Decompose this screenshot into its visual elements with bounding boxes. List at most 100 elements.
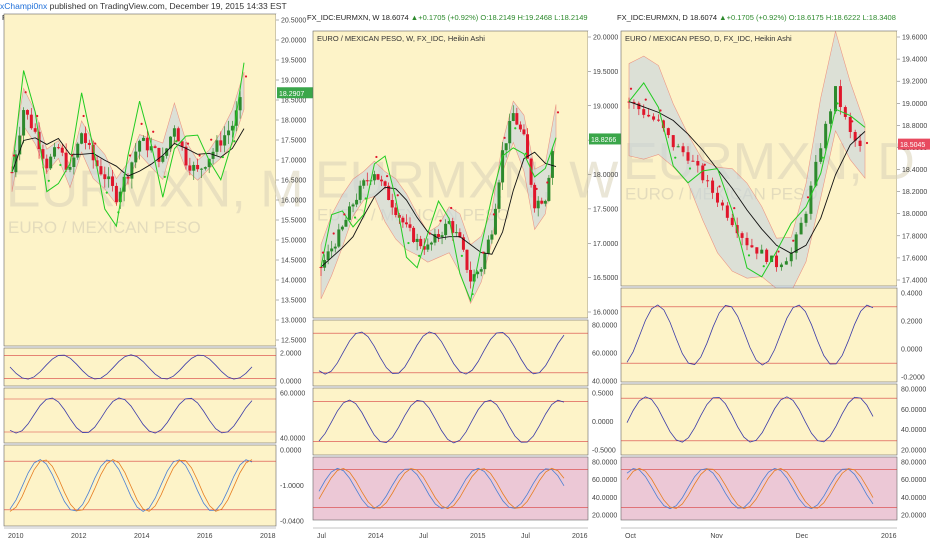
candle-body — [511, 113, 515, 121]
price-tick-label: 19.0000 — [902, 101, 927, 108]
candle-body — [358, 185, 362, 200]
candle-body — [454, 232, 458, 234]
indicator-pane-bg — [620, 383, 898, 456]
indicator-tick-label: -1.0000 — [280, 483, 304, 490]
last-price-badge — [898, 138, 930, 150]
last-price-badge — [589, 133, 625, 145]
candle-body — [843, 107, 847, 117]
price-tick-label: 13.5000 — [281, 298, 306, 305]
price-tick-label: 19.2000 — [902, 79, 927, 86]
chart-subtitle: EURO / MEXICAN PESO, W, FX_IDC, Heikin A… — [317, 34, 485, 43]
candle-body — [647, 114, 651, 117]
candle-body — [706, 180, 710, 182]
candle-body — [711, 180, 715, 193]
ichimoku-cloud — [320, 100, 557, 305]
indicator-tick-label: 60.0000 — [280, 391, 305, 398]
time-axis: Oct Nov Dec 2016 — [621, 527, 897, 540]
candle-body — [72, 157, 76, 167]
candle-body — [493, 208, 497, 235]
sar-dot — [777, 250, 780, 253]
sar-dot — [332, 232, 335, 235]
candle-body — [550, 151, 554, 178]
oscillator-line — [318, 331, 565, 375]
sar-dot — [733, 207, 736, 210]
candle-body — [784, 261, 788, 265]
candle-body — [76, 143, 80, 158]
candle-body — [627, 101, 631, 103]
candle-body — [501, 150, 505, 183]
time-tick-label: Jul — [521, 533, 530, 540]
indicator-pane-bg — [312, 387, 589, 456]
candle-body — [858, 140, 862, 147]
price-tick-label: 18.2000 — [902, 189, 927, 196]
indicator-pane-2: 0.5000 0.0000 -0.5000 — [312, 387, 616, 456]
candle-body — [107, 176, 111, 180]
sar-dot — [186, 142, 190, 145]
candle-body — [814, 161, 818, 186]
indicator-pane-bg — [312, 319, 589, 387]
candle-body — [60, 147, 64, 153]
sar-dot — [629, 87, 633, 90]
candle-body — [444, 223, 448, 236]
candle-body — [765, 249, 769, 262]
price-tick-label: 12.5000 — [281, 338, 306, 345]
candle-body — [681, 146, 685, 153]
time-tick-label: Oct — [625, 533, 636, 540]
candle-body — [476, 271, 480, 275]
candle-body — [750, 245, 754, 248]
indicator-tick-label: 80.0000 — [901, 460, 926, 467]
price-tick-label: 17.0000 — [593, 241, 618, 248]
candle-body — [351, 204, 355, 207]
signal-line — [626, 467, 874, 510]
candle-body — [10, 172, 14, 174]
sar-dot — [396, 194, 399, 197]
candle-body — [347, 206, 351, 220]
candle-body — [440, 235, 444, 237]
signal-line — [9, 459, 253, 512]
indicator-tick-label: 40.0000 — [592, 379, 617, 386]
signal-line — [318, 467, 565, 510]
candle-body — [671, 135, 675, 148]
candle-body — [22, 110, 26, 136]
sar-dot — [524, 152, 528, 155]
time-axis: 2010 2012 2014 2016 2018 — [4, 527, 276, 540]
price-tick-label: 17.4000 — [902, 278, 927, 285]
candle-body — [794, 234, 798, 253]
indicator-line — [11, 62, 245, 228]
candle-body — [465, 249, 469, 270]
price-axis — [588, 31, 626, 526]
price-tick-label: 19.6000 — [902, 35, 927, 42]
candle-body — [227, 130, 231, 136]
candles — [10, 90, 242, 209]
candle-body — [130, 162, 134, 179]
candle-body — [387, 185, 391, 200]
candle-body — [333, 246, 337, 249]
publish-info: xChampi0nx published on TradingView.com,… — [0, 0, 932, 12]
price-tick-label: 18.0000 — [281, 118, 306, 125]
author-link[interactable]: xChampi0nx — [0, 1, 48, 11]
sar-dot — [59, 163, 62, 167]
candle-body — [543, 200, 547, 204]
time-tick-label: Jul — [317, 533, 326, 540]
candle-body — [203, 167, 207, 169]
price-tick-label: 14.5000 — [281, 258, 306, 265]
time-axis: Jul 2014 Jul 2015 Jul 2016 — [313, 527, 588, 540]
candle-body — [394, 207, 398, 215]
last-price-label: 18.2907 — [279, 91, 304, 98]
price-tick-label: 19.5000 — [593, 69, 618, 76]
panel-monthly: FX_IDC:EURMXN, M 18.6074 ▲+0.1705 (+0.92… — [2, 13, 316, 540]
sar-dot — [321, 251, 325, 254]
candle-body — [547, 177, 551, 201]
sar-dot — [364, 197, 367, 200]
sar-dot — [865, 141, 869, 145]
oscillator-line — [626, 396, 874, 443]
sar-dot — [644, 98, 647, 101]
candle-body — [838, 86, 842, 108]
sar-dot — [703, 163, 706, 166]
sar-dot — [792, 239, 795, 242]
candle-body — [412, 227, 416, 242]
candle-body — [483, 253, 487, 270]
candle-body — [422, 246, 426, 250]
indicator-tick-label: 0.5000 — [592, 391, 614, 398]
candle-body — [83, 133, 87, 143]
